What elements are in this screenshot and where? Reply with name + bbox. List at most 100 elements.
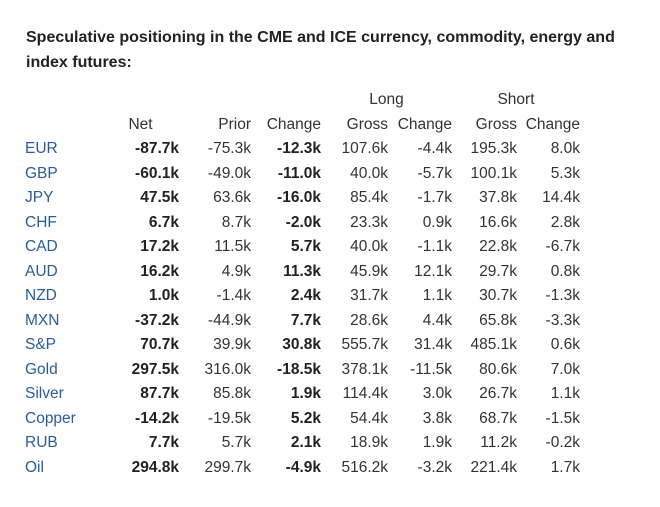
prior-header: Prior <box>218 115 251 133</box>
net-cell: 16.2k <box>140 262 179 280</box>
long-change-cell: 1.1k <box>422 287 452 304</box>
prior-cell: 85.8k <box>213 385 251 402</box>
short-gross-cell: 65.8k <box>479 311 517 329</box>
net-cell: -37.2k <box>135 311 179 329</box>
table-row: CHF 6.7k 8.7k -2.0k 23.3k 0.9k 16.6k 2.8k <box>20 211 580 236</box>
prior-cell: 5.7k <box>221 434 251 451</box>
net-cell: 297.5k <box>131 360 179 378</box>
long-change-cell: -1.7k <box>417 189 452 206</box>
long-change-cell: -11.5k <box>410 360 452 378</box>
long-change-cell: -4.4k <box>417 140 452 157</box>
table-row: Silver 87.7k 85.8k 1.9k 114.4k 3.0k 26.7k 1.1k <box>20 382 580 407</box>
row-label: Silver <box>25 385 64 402</box>
group-header-row: Long Short <box>20 88 580 113</box>
long-gross-cell: 114.4k <box>342 385 388 402</box>
header-spacer <box>179 88 251 113</box>
prior-cell: -44.9k <box>207 311 251 329</box>
change-cell: -16.0k <box>277 189 321 206</box>
net-cell: -14.2k <box>135 409 179 427</box>
row-label: MXN <box>25 311 60 329</box>
table-row: S&P 70.7k 39.9k 30.8k 555.7k 31.4k 485.1k 0.6k <box>20 333 580 358</box>
short-change-cell: 5.3k <box>550 164 580 182</box>
short-gross-cell: 68.7k <box>479 409 517 427</box>
short-group-header: Short <box>497 91 535 108</box>
change-cell: -18.5k <box>277 360 321 378</box>
long-change-cell: 3.0k <box>422 385 452 402</box>
long-change-cell: 0.9k <box>422 213 452 231</box>
row-label: NZD <box>25 287 57 304</box>
change-cell: 5.7k <box>290 238 321 255</box>
net-cell: 6.7k <box>148 213 179 231</box>
net-cell: 7.7k <box>148 434 179 451</box>
prior-cell: 63.6k <box>213 189 251 206</box>
short-gross-cell: 16.6k <box>479 213 517 231</box>
long-change-cell: 4.4k <box>422 311 452 329</box>
short-gross-cell: 29.7k <box>479 262 517 280</box>
net-cell: 1.0k <box>148 287 179 304</box>
short-change-cell: 0.6k <box>550 336 580 353</box>
net-cell: -87.7k <box>135 140 179 157</box>
prior-cell: 4.9k <box>221 262 251 280</box>
short-gross-cell: 80.6k <box>479 360 517 378</box>
long-gross-cell: 45.9k <box>350 262 388 280</box>
short-gross-cell: 37.8k <box>479 189 517 206</box>
short-gross-cell: 26.7k <box>479 385 517 402</box>
change-cell: 7.7k <box>290 311 321 329</box>
long-gross-cell: 31.7k <box>350 287 388 304</box>
table-row: CAD 17.2k 11.5k 5.7k 40.0k -1.1k 22.8k -6.7k <box>20 235 580 260</box>
table-body: EUR -87.7k -75.3k -12.3k 107.6k -4.4k 195.3k 8.… <box>20 137 580 480</box>
table-row: AUD 16.2k 4.9k 11.3k 45.9k 12.1k 29.7k 0.8k <box>20 260 580 285</box>
long-change-cell: -1.1k <box>417 238 452 255</box>
short-change-cell: -1.3k <box>545 287 580 304</box>
row-label: Gold <box>25 360 58 378</box>
long-gross-header: Gross <box>346 115 388 133</box>
header-spacer <box>20 113 102 138</box>
short-change-cell: -3.3k <box>545 311 580 329</box>
row-label: RUB <box>25 434 58 451</box>
net-cell: 87.7k <box>140 385 179 402</box>
short-gross-cell: 30.7k <box>479 287 517 304</box>
row-label: CHF <box>25 213 57 231</box>
row-label: CAD <box>25 238 58 255</box>
change-cell: 11.3k <box>283 262 321 280</box>
change-cell: 2.4k <box>290 287 321 304</box>
short-gross-header: Gross <box>475 115 517 133</box>
short-gross-cell: 22.8k <box>479 238 517 255</box>
table-row: Copper -14.2k -19.5k 5.2k 54.4k 3.8k 68.7k -1.5… <box>20 407 580 432</box>
long-change-cell: -3.2k <box>417 458 452 476</box>
change-header: Change <box>266 115 321 133</box>
short-change-cell: 7.0k <box>550 360 580 378</box>
net-header: Net <box>128 115 153 133</box>
long-change-cell: 1.9k <box>422 434 452 451</box>
column-header-row: Net Prior Change Gross Change Gross Chan… <box>20 113 580 138</box>
short-gross-cell: 485.1k <box>470 336 517 353</box>
table-row: Oil 294.8k 299.7k -4.9k 516.2k -3.2k 221.4k 1.7… <box>20 456 580 481</box>
short-change-cell: -1.5k <box>545 409 580 427</box>
row-label: S&P <box>25 336 57 353</box>
change-cell: 30.8k <box>282 336 321 353</box>
prior-cell: 11.5k <box>214 238 251 255</box>
short-change-cell: 1.1k <box>550 385 580 402</box>
short-change-cell: 2.8k <box>550 213 580 231</box>
short-gross-cell: 100.1k <box>470 164 517 182</box>
prior-cell: 8.7k <box>221 213 251 231</box>
short-gross-cell: 221.4k <box>470 458 517 476</box>
short-change-cell: -0.2k <box>545 434 580 451</box>
change-cell: 2.1k <box>290 434 321 451</box>
short-gross-cell: 11.2k <box>480 434 517 451</box>
change-cell: -4.9k <box>285 458 321 476</box>
long-gross-cell: 85.4k <box>350 189 388 206</box>
short-change-cell: 14.4k <box>542 189 580 206</box>
table-row: JPY 47.5k 63.6k -16.0k 85.4k -1.7k 37.8k 14.4k <box>20 186 580 211</box>
prior-cell: 39.9k <box>213 336 251 353</box>
table-row: GBP -60.1k -49.0k -11.0k 40.0k -5.7k 100.1k 5.3… <box>20 162 580 187</box>
row-label: Copper <box>25 409 76 427</box>
header-spacer <box>102 88 179 113</box>
prior-cell: 316.0k <box>204 360 251 378</box>
long-gross-cell: 28.6k <box>350 311 388 329</box>
long-gross-cell: 40.0k <box>350 238 388 255</box>
short-change-header: Change <box>525 115 580 133</box>
short-change-cell: -6.7k <box>545 238 580 255</box>
table-row: MXN -37.2k -44.9k 7.7k 28.6k 4.4k 65.8k -3.3k <box>20 309 580 334</box>
long-change-cell: -5.7k <box>417 164 452 182</box>
